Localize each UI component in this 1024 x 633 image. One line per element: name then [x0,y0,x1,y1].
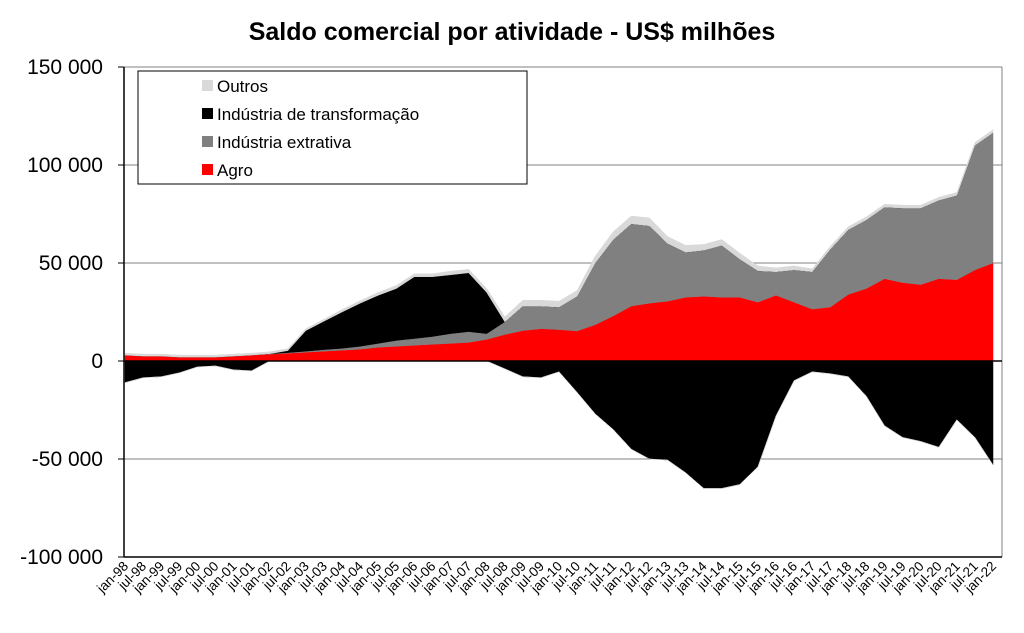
y-tick-label: 50 000 [39,252,103,275]
y-tick-label: 150 000 [27,56,103,79]
legend: Outros Indústria de transformação Indústri… [137,70,528,185]
x-axis-ticks: jan-98jul-98jan-99jul-99jan-00jul-00jan-… [93,558,999,596]
y-tick-label: -100 000 [20,546,103,569]
legend-swatch [202,80,213,91]
legend-box [137,70,528,185]
legend-swatch [202,164,213,175]
legend-label: Agro [217,161,253,180]
area-industria-de-transformacao-negative [124,360,994,489]
chart-title: Saldo comercial por atividade - US$ milh… [249,18,776,46]
axes [123,67,1002,558]
legend-label: Outros [217,77,268,96]
legend-swatch [202,136,213,147]
y-axis-ticks: 150 000 100 000 50 000 0 -50 000 -100 000 [20,56,124,569]
y-tick-label: 0 [91,350,103,373]
legend-label: Indústria de transformação [217,105,419,124]
y-tick-label: -50 000 [32,448,103,471]
y-tick-label: 100 000 [27,154,103,177]
area-outros-positive [124,129,994,358]
legend-swatch [202,108,213,119]
legend-label: Indústria extrativa [217,133,352,152]
